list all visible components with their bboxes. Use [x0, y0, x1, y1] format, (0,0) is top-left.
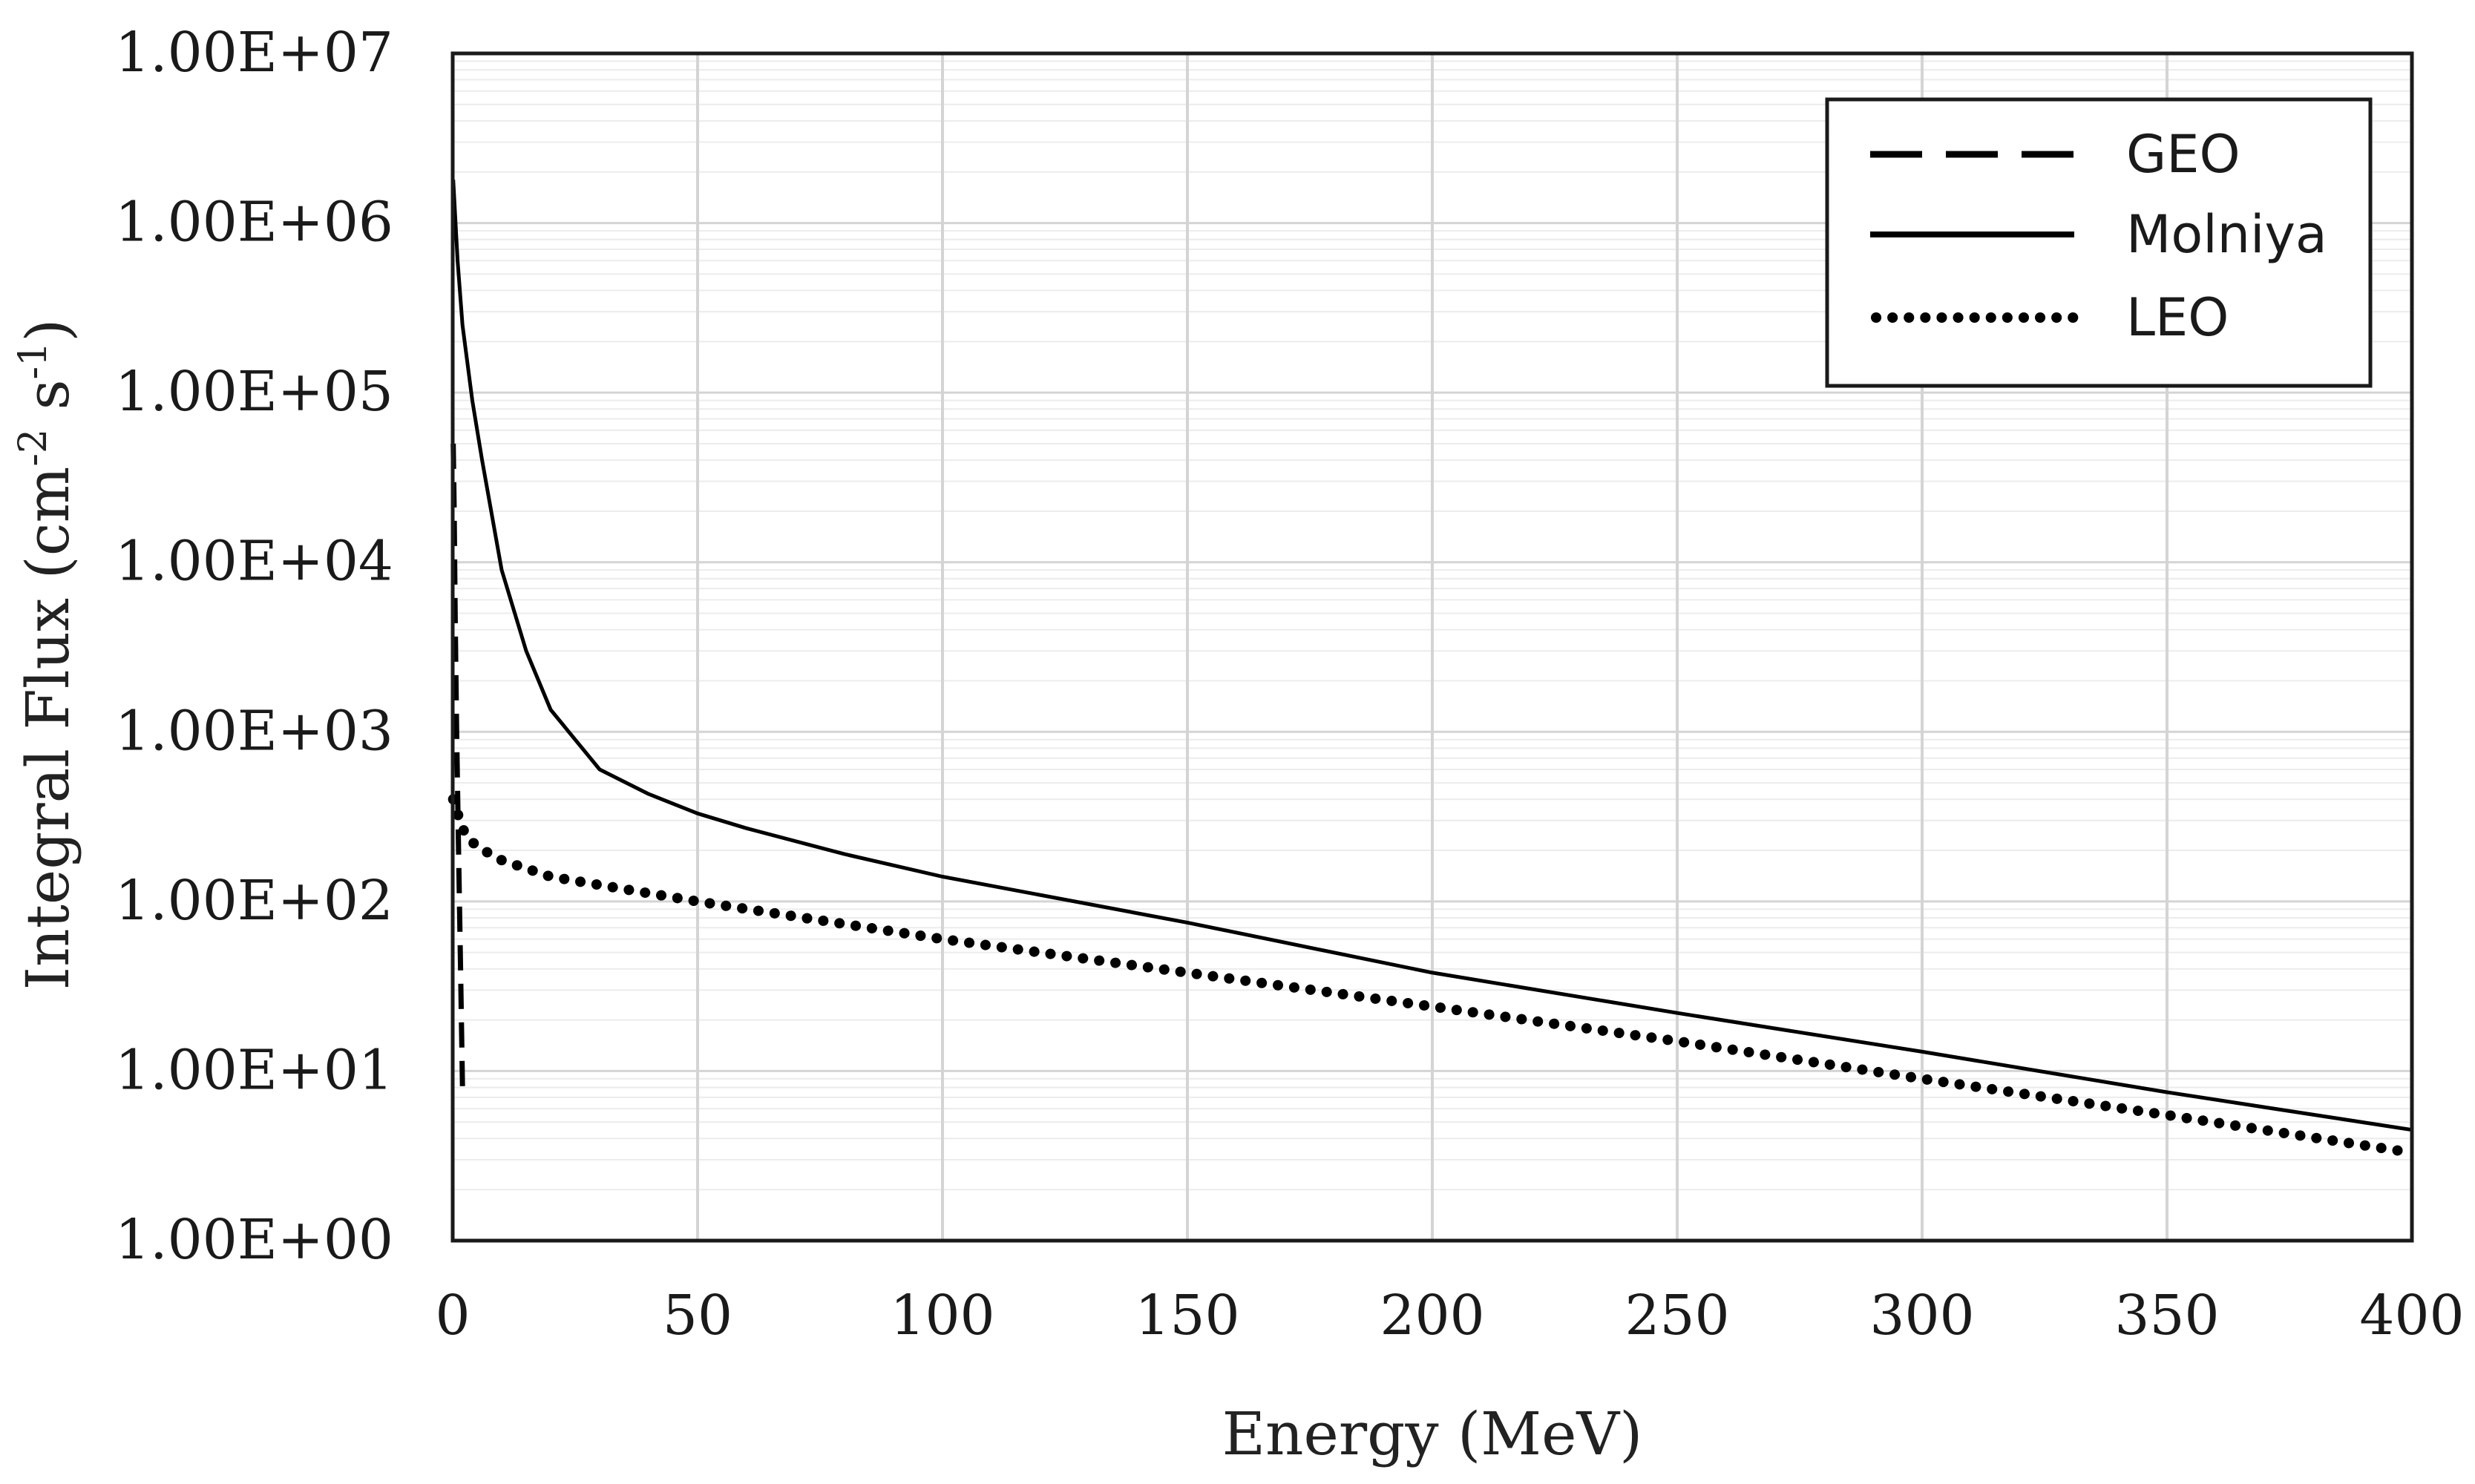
y-tick-label: 1.00E+04 [115, 530, 393, 594]
y-axis-title-sup-1: -2 [11, 429, 56, 467]
x-axis-title: Energy (MeV) [1222, 1399, 1643, 1468]
y-axis-title-main: Integral Flux (cm [13, 467, 82, 991]
y-tick-label: 1.00E+00 [115, 1208, 393, 1272]
legend-label-geo: GEO [2126, 124, 2240, 185]
x-tick-label: 350 [2114, 1284, 2219, 1347]
y-axis-title-sup-2: -1 [11, 342, 56, 380]
legend-box [1825, 97, 2373, 388]
legend-label-molniya: Molniya [2126, 204, 2327, 265]
x-tick-label: 50 [663, 1284, 732, 1347]
legend: GEO Molniya LEO [1825, 97, 2373, 388]
series-line-molniya [451, 180, 2413, 1132]
major-gridlines [451, 52, 2413, 1242]
x-tick-label: 0 [435, 1284, 470, 1347]
x-tick-label: 150 [1135, 1284, 1239, 1347]
legend-label-leo: LEO [2126, 287, 2229, 348]
series-layer [448, 180, 2417, 1158]
y-tick-label: 1.00E+07 [115, 21, 393, 85]
x-tick-label: 300 [1869, 1284, 1974, 1347]
x-tick-label: 200 [1380, 1284, 1484, 1347]
y-tick-label: 1.00E+02 [115, 869, 393, 933]
y-axis-title-mid: s [13, 379, 82, 428]
y-tick-label: 1.00E+03 [115, 699, 393, 763]
series-line-leo [448, 794, 2417, 1158]
x-axis-tick-labels: 0 50 100 150 200 250 300 350 400 [435, 1284, 2464, 1347]
y-tick-label: 1.00E+01 [115, 1038, 393, 1102]
y-tick-label: 1.00E+05 [115, 360, 393, 424]
y-axis-title: Integral Flux (cm-2 s-1) [11, 319, 82, 991]
y-tick-label: 1.00E+06 [115, 191, 393, 255]
y-axis-title-end: ) [13, 319, 82, 342]
x-tick-label: 400 [2359, 1284, 2464, 1347]
series-line-geo [450, 443, 465, 1088]
x-tick-label: 250 [1625, 1284, 1729, 1347]
x-tick-label: 100 [890, 1284, 994, 1347]
y-axis-tick-labels: 1.00E+00 1.00E+01 1.00E+02 1.00E+03 1.00E+04… [115, 21, 393, 1272]
plot-frame [450, 51, 2414, 1243]
